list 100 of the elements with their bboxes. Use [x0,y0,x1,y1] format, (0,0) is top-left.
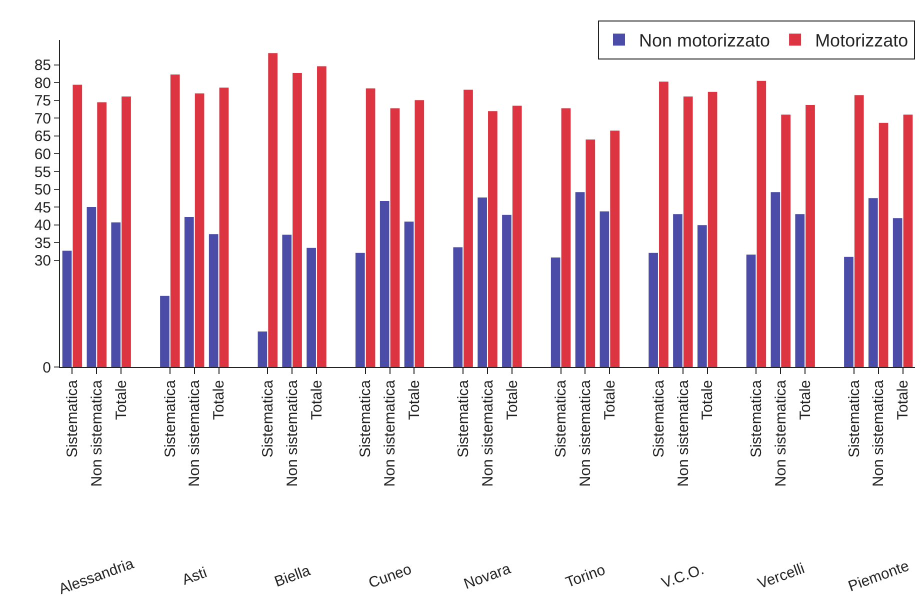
x-tick-label: Totale [796,380,814,420]
x-tick-label: Non sistematica [772,379,790,487]
bar [464,90,473,367]
legend-label: Motorizzato [815,30,908,51]
x-tick-label: Non sistematica [577,379,594,487]
x-tick-label: Non sistematica [870,379,888,487]
y-tick-label: 80 [34,74,51,92]
bar [258,331,268,367]
x-tick-label: Totale [308,380,326,420]
x-tick-label: Totale [406,380,424,420]
y-tick-label: 60 [34,146,51,163]
text: Novara [462,560,514,593]
bar [648,252,658,367]
bar [355,252,365,367]
x-tick-label: Sistematica [748,379,766,458]
y-tick-label: 35 [34,234,51,252]
bar [854,95,864,367]
bar [453,247,463,367]
bar [610,130,620,367]
bar [575,192,585,367]
y-tick-label: 0 [42,359,51,376]
bar [414,100,424,367]
bar [488,111,498,367]
bar [659,82,668,367]
x-tick-label: Sistematica [357,379,374,458]
bar [404,222,414,367]
text: Cuneo [366,560,414,592]
bar [550,258,560,367]
x-tick-label: Non sistematica [186,379,204,487]
bar [903,114,913,367]
bar [97,102,107,367]
bar [478,197,487,367]
y-tick-label: 45 [34,199,51,216]
bar [683,96,693,367]
text: Asti [180,564,210,589]
text: V.C.O. [659,561,706,592]
y-tick-label: 55 [34,164,51,181]
bar [194,93,204,367]
x-tick-label: Non sistematica [382,379,399,487]
x-tick-label: Totale [602,380,619,420]
bar [380,201,390,367]
x-tick-label: Non sistematica [479,379,496,487]
bar [586,140,596,367]
bar [184,217,194,367]
x-tick-label: Non sistematica [284,379,301,487]
bar [390,108,400,367]
bar [561,108,571,367]
x-tick-label: Sistematica [260,379,277,458]
x-tick-label: Non sistematica [674,379,692,487]
bar [292,73,302,367]
bar [170,74,180,367]
bar [746,254,756,367]
bar [756,80,766,367]
y-tick-label: 40 [34,217,51,234]
bar [282,234,292,367]
bar [502,214,512,367]
y-tick-label: 75 [34,92,51,110]
y-tick-label: 70 [34,110,51,128]
bar [111,222,121,367]
bar [317,66,326,367]
text: Biella [272,562,314,591]
bar [844,256,854,367]
x-tick-label: Totale [894,380,912,420]
bar [72,84,82,367]
y-tick-label: 50 [34,182,51,199]
x-tick-label: Sistematica [846,379,863,458]
bar [878,122,888,367]
bar [208,234,218,367]
bar [697,225,707,367]
bar [781,114,791,367]
bar [62,250,72,367]
legend-label: Non motorizzato [639,30,770,51]
x-tick-label: Totale [699,380,716,420]
x-tick-label: Sistematica [64,379,82,458]
y-tick-label: 30 [34,252,51,270]
bar [868,198,878,367]
bar [770,192,780,367]
x-tick-label: Totale [112,380,130,420]
bar [795,214,805,367]
bar [86,207,96,367]
bar [366,88,376,367]
x-tick-label: Sistematica [162,379,179,458]
x-tick-label: Non sistematica [88,379,106,487]
y-tick-label: 65 [34,128,51,146]
bar [160,296,170,367]
bar [673,214,682,367]
bar [306,248,316,367]
bar [268,53,278,367]
bar [806,105,815,367]
bar [122,96,131,367]
text: Torino [563,561,608,592]
x-tick-label: Sistematica [454,379,472,458]
y-tick-label: 85 [34,57,51,74]
bar [892,218,902,367]
x-tick-label: Sistematica [650,379,668,458]
bar [708,92,718,367]
x-tick-label: Totale [210,380,228,420]
bar [512,106,522,367]
text: Vercelli [756,560,807,593]
bar [219,88,229,367]
